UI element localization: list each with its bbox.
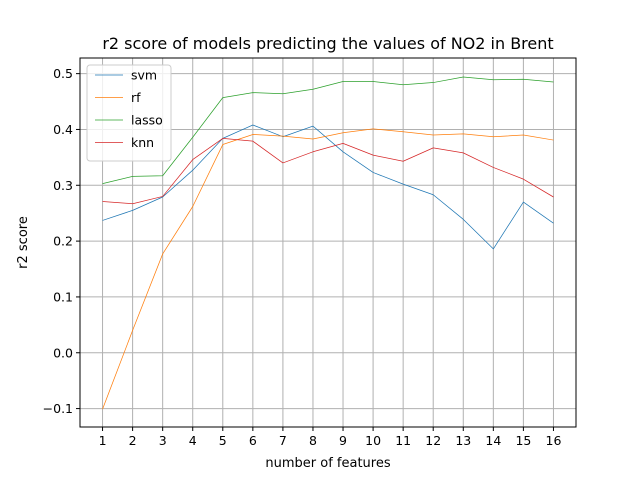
y-tick-label: 0.5 xyxy=(53,66,73,81)
y-tick-label: −0.1 xyxy=(43,401,73,416)
legend: svm rf lasso knn xyxy=(86,64,172,162)
axis-ticks: 1 2 3 4 5 6 7 8 9 10 11 12 13 14 15 16−0.10.00.10.20.30… xyxy=(43,66,562,448)
series-line-lasso xyxy=(102,76,554,184)
x-tick-label: 8 xyxy=(309,433,317,448)
x-tick-label: 13 xyxy=(455,433,471,448)
x-tick-label: 7 xyxy=(279,433,287,448)
x-axis-label: number of features xyxy=(265,456,390,471)
series-line-knn xyxy=(102,138,554,205)
legend-box xyxy=(86,64,172,162)
x-tick-label: 10 xyxy=(365,433,381,448)
series-line-svm xyxy=(102,124,554,250)
y-tick-label: 0.1 xyxy=(53,289,73,304)
x-tick-label: 5 xyxy=(219,433,227,448)
y-tick-label: 0.3 xyxy=(53,178,73,193)
legend-label-lasso: lasso xyxy=(131,113,163,128)
y-tick-label: 0.2 xyxy=(53,234,73,249)
grid xyxy=(80,58,576,427)
y-tick-label: 0.4 xyxy=(53,122,73,137)
series-lines xyxy=(102,76,554,410)
x-tick-label: 3 xyxy=(159,433,167,448)
chart-title: r2 score of models predicting the values… xyxy=(102,34,553,53)
series-line-rf xyxy=(102,128,554,410)
plot-frame xyxy=(79,57,577,428)
x-tick-label: 2 xyxy=(129,433,137,448)
y-tick-label: 0.0 xyxy=(53,345,73,360)
legend-label-svm: svm xyxy=(131,68,157,83)
x-tick-label: 9 xyxy=(339,433,347,448)
x-tick-label: 4 xyxy=(189,433,197,448)
legend-label-rf: rf xyxy=(131,90,141,105)
y-axis-label: r2 score xyxy=(16,216,31,269)
x-tick-label: 16 xyxy=(546,433,562,448)
x-tick-label: 12 xyxy=(425,433,441,448)
x-tick-label: 6 xyxy=(249,433,257,448)
legend-label-knn: knn xyxy=(131,135,154,150)
x-tick-label: 14 xyxy=(485,433,501,448)
x-tick-label: 11 xyxy=(395,433,411,448)
x-tick-label: 15 xyxy=(515,433,531,448)
x-tick-label: 1 xyxy=(99,433,107,448)
